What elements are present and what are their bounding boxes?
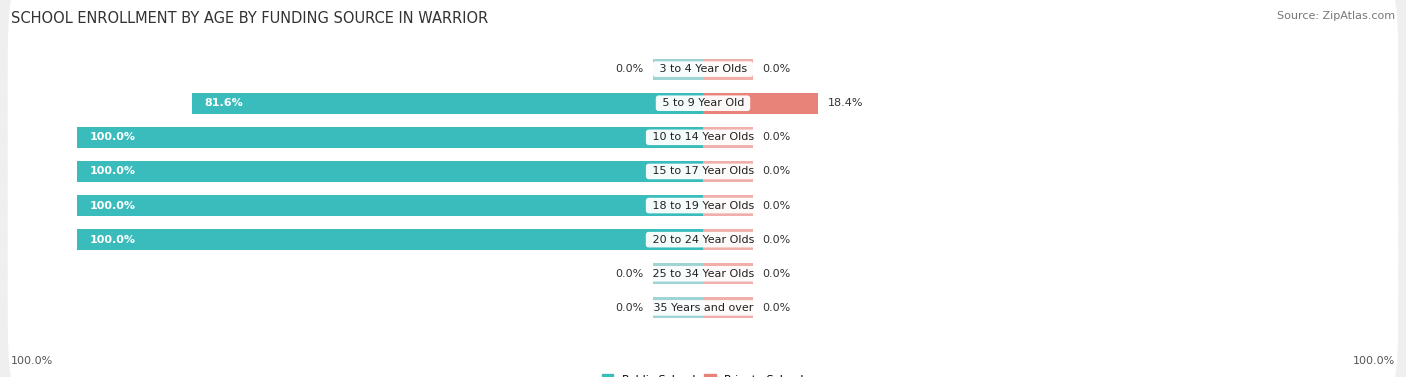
Text: 15 to 17 Year Olds: 15 to 17 Year Olds	[648, 166, 758, 176]
Bar	[703, 93, 754, 114]
Bar	[703, 93, 818, 114]
Bar	[703, 58, 754, 80]
Legend: Public School, Private School: Public School, Private School	[598, 370, 808, 377]
Text: 35 Years and over: 35 Years and over	[650, 303, 756, 313]
Bar	[703, 229, 754, 250]
Text: 18.4%: 18.4%	[828, 98, 863, 108]
Bar	[652, 229, 703, 250]
Text: 0.0%: 0.0%	[762, 201, 790, 211]
FancyBboxPatch shape	[8, 188, 1398, 360]
Bar	[703, 297, 754, 319]
Bar	[703, 263, 754, 284]
Text: 100.0%: 100.0%	[89, 234, 135, 245]
FancyBboxPatch shape	[8, 153, 1398, 326]
Bar	[193, 93, 703, 114]
Text: 100.0%: 100.0%	[11, 356, 53, 366]
Text: 20 to 24 Year Olds: 20 to 24 Year Olds	[648, 234, 758, 245]
Text: 100.0%: 100.0%	[89, 201, 135, 211]
Text: 18 to 19 Year Olds: 18 to 19 Year Olds	[648, 201, 758, 211]
Bar	[652, 93, 703, 114]
Bar	[652, 263, 703, 284]
Text: 10 to 14 Year Olds: 10 to 14 Year Olds	[648, 132, 758, 143]
Bar	[77, 229, 703, 250]
Text: 3 to 4 Year Olds: 3 to 4 Year Olds	[655, 64, 751, 74]
Text: 81.6%: 81.6%	[204, 98, 243, 108]
FancyBboxPatch shape	[8, 17, 1398, 189]
Text: 0.0%: 0.0%	[616, 269, 644, 279]
Text: SCHOOL ENROLLMENT BY AGE BY FUNDING SOURCE IN WARRIOR: SCHOOL ENROLLMENT BY AGE BY FUNDING SOUR…	[11, 11, 488, 26]
Bar	[77, 195, 703, 216]
Bar	[652, 58, 703, 80]
Text: 0.0%: 0.0%	[762, 234, 790, 245]
Text: 0.0%: 0.0%	[762, 166, 790, 176]
Bar	[703, 127, 754, 148]
Text: 5 to 9 Year Old: 5 to 9 Year Old	[658, 98, 748, 108]
Text: 100.0%: 100.0%	[89, 166, 135, 176]
Text: 0.0%: 0.0%	[762, 269, 790, 279]
Text: 0.0%: 0.0%	[762, 132, 790, 143]
FancyBboxPatch shape	[8, 51, 1398, 224]
Text: Source: ZipAtlas.com: Source: ZipAtlas.com	[1277, 11, 1395, 21]
Text: 0.0%: 0.0%	[762, 64, 790, 74]
Bar	[703, 161, 754, 182]
Bar	[652, 297, 703, 319]
Bar	[77, 161, 703, 182]
Text: 0.0%: 0.0%	[762, 303, 790, 313]
Bar	[652, 161, 703, 182]
FancyBboxPatch shape	[8, 222, 1398, 377]
Text: 100.0%: 100.0%	[1353, 356, 1395, 366]
Bar	[703, 195, 754, 216]
Text: 25 to 34 Year Olds: 25 to 34 Year Olds	[648, 269, 758, 279]
FancyBboxPatch shape	[8, 120, 1398, 292]
Text: 100.0%: 100.0%	[89, 132, 135, 143]
Text: 0.0%: 0.0%	[616, 303, 644, 313]
Bar	[652, 195, 703, 216]
Text: 0.0%: 0.0%	[616, 64, 644, 74]
FancyBboxPatch shape	[8, 85, 1398, 257]
Bar	[652, 127, 703, 148]
FancyBboxPatch shape	[8, 0, 1398, 155]
Bar	[77, 127, 703, 148]
